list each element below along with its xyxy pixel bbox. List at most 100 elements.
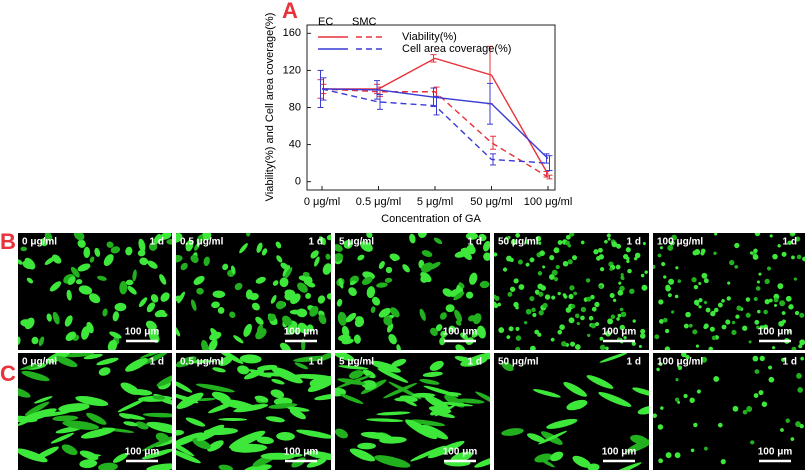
cell (559, 324, 565, 331)
cell (654, 334, 660, 340)
cell (590, 294, 595, 300)
cell (132, 389, 153, 396)
y-tick-label: 0 (295, 176, 301, 188)
cell (20, 363, 46, 370)
cell (537, 271, 543, 276)
cell (114, 302, 127, 312)
image-time: 1 d (150, 357, 164, 368)
cell (384, 277, 393, 283)
cell (544, 294, 551, 300)
cell (279, 277, 289, 288)
cell (88, 293, 101, 304)
cell (777, 283, 784, 290)
cell (35, 446, 59, 459)
cell (123, 421, 138, 427)
cell (709, 326, 715, 332)
cell (570, 304, 576, 309)
cell (52, 415, 79, 422)
cell (176, 392, 204, 409)
cell (753, 296, 758, 302)
cell (66, 289, 72, 301)
y-tick-label: 120 (283, 64, 301, 76)
cell (549, 255, 555, 261)
cell (147, 260, 158, 269)
cell (141, 353, 168, 366)
cell (61, 444, 78, 456)
cell (667, 293, 672, 298)
cell (423, 385, 459, 397)
cell (146, 421, 172, 434)
cell (772, 253, 778, 260)
cell (569, 285, 575, 291)
cell (720, 459, 726, 465)
cell (539, 250, 545, 256)
cell (701, 356, 708, 363)
cell (117, 398, 147, 413)
cell (405, 419, 438, 440)
cell (137, 249, 146, 257)
cell (696, 389, 701, 394)
cell (243, 464, 272, 470)
cell (537, 283, 544, 290)
cell (781, 311, 786, 315)
cell (472, 313, 482, 325)
scale-label: 100 μm (125, 327, 160, 338)
cell (261, 248, 268, 256)
cell (595, 322, 600, 327)
cell (77, 263, 91, 272)
cell (658, 319, 664, 324)
cell (270, 295, 277, 304)
scale-label: 100 μm (758, 327, 793, 338)
cell (422, 371, 443, 378)
cell (498, 327, 505, 333)
image-dose: 0 μg/ml (22, 237, 57, 248)
cell (254, 395, 269, 402)
cell (689, 397, 695, 403)
cell (690, 448, 695, 453)
image-time: 1 d (309, 237, 323, 248)
cell (234, 282, 243, 291)
image-time: 1 d (783, 357, 797, 368)
cell (538, 310, 544, 316)
cell (335, 253, 344, 262)
cell (572, 455, 591, 468)
cell (218, 356, 233, 367)
panel-label: A (282, 0, 298, 23)
cell (632, 387, 649, 397)
cell (176, 429, 184, 436)
micrograph: 5 μg/ml 1 d 100 μm (335, 233, 490, 350)
cell (483, 252, 490, 261)
cell (788, 304, 794, 310)
cell (757, 309, 761, 314)
cell (694, 249, 701, 255)
cell (237, 365, 250, 375)
cell (155, 435, 172, 447)
cell (448, 325, 456, 333)
cell (799, 423, 804, 429)
cell (749, 251, 754, 255)
cell (506, 335, 511, 340)
cell (573, 291, 578, 296)
cell (653, 413, 657, 418)
cell (24, 317, 35, 330)
cell (410, 445, 446, 462)
cell (305, 292, 311, 299)
cell (590, 323, 597, 329)
error-bar (433, 95, 440, 116)
cell (377, 368, 409, 383)
cell (349, 448, 376, 462)
cell (644, 270, 648, 274)
micrograph: 0 μg/ml 1 d 100 μm (18, 233, 172, 350)
image-time: 1 d (627, 237, 641, 248)
cell (125, 246, 133, 256)
cell (119, 281, 128, 295)
cell (176, 448, 201, 464)
cell (693, 299, 700, 306)
cell (185, 241, 192, 249)
cell (297, 282, 308, 293)
micrograph: 100 μg/ml 1 d 100 μm (653, 233, 805, 350)
cell (742, 409, 748, 415)
cell (515, 233, 521, 238)
cell (160, 292, 170, 302)
cell (272, 280, 279, 286)
